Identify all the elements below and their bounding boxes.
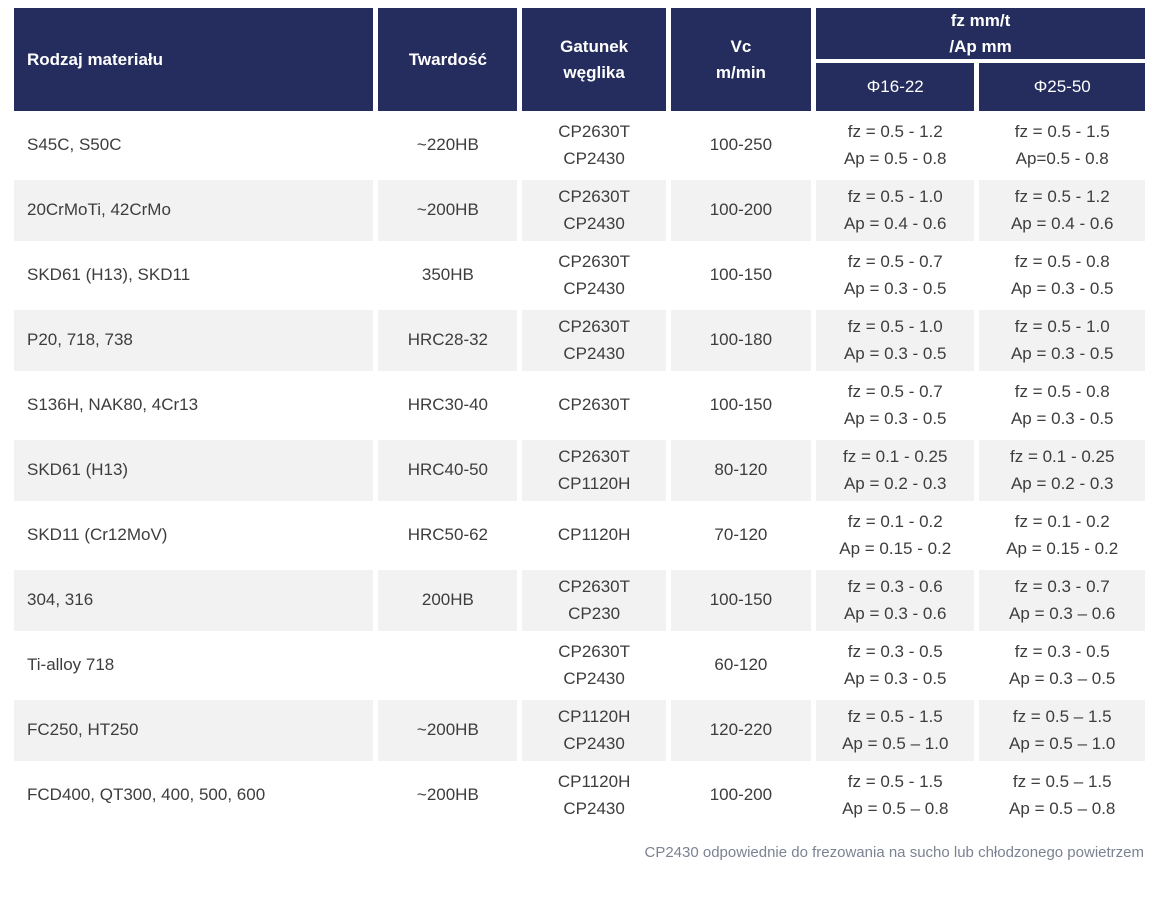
table-row: Ti-alloy 718 CP2630T CP2430 60-120 fz = … bbox=[14, 635, 1145, 696]
fz-ap-16-22-cell: fz = 0.5 - 1.2 Ap = 0.5 - 0.8 bbox=[816, 115, 975, 176]
carbide-grade-cell: CP2630T bbox=[522, 375, 666, 436]
header-vc: Vc m/min bbox=[670, 8, 812, 111]
vc-cell: 100-200 bbox=[670, 765, 812, 826]
vc-cell: 70-120 bbox=[670, 505, 812, 566]
table-body: S45C, S50C ~220HB CP2630T CP2430 100-250… bbox=[14, 115, 1145, 826]
fz-ap-25-50-cell: fz = 0.3 - 0.7 Ap = 0.3 – 0.6 bbox=[979, 570, 1145, 631]
vc-cell: 100-180 bbox=[670, 310, 812, 371]
fz-ap-16-22-cell: fz = 0.3 - 0.5 Ap = 0.3 - 0.5 bbox=[816, 635, 975, 696]
fz-ap-16-22-cell: fz = 0.5 - 1.5 Ap = 0.5 – 0.8 bbox=[816, 765, 975, 826]
carbide-grade-cell: CP2630T CP2430 bbox=[522, 310, 666, 371]
fz-ap-25-50-cell: fz = 0.5 – 1.5 Ap = 0.5 – 0.8 bbox=[979, 765, 1145, 826]
vc-cell: 100-150 bbox=[670, 570, 812, 631]
table-row: 304, 316 200HB CP2630T CP230 100-150 fz … bbox=[14, 570, 1145, 631]
fz-ap-16-22-cell: fz = 0.1 - 0.25 Ap = 0.2 - 0.3 bbox=[816, 440, 975, 501]
material-cell: SKD61 (H13) bbox=[14, 440, 374, 501]
vc-cell: 100-150 bbox=[670, 245, 812, 306]
fz-ap-25-50-cell: fz = 0.5 - 0.8 Ap = 0.3 - 0.5 bbox=[979, 375, 1145, 436]
table-row: FC250, HT250 ~200HB CP1120H CP2430 120-2… bbox=[14, 700, 1145, 761]
hardness-cell: ~220HB bbox=[378, 115, 518, 176]
carbide-grade-cell: CP1120H CP2430 bbox=[522, 765, 666, 826]
header-diameter-16-22: Φ16-22 bbox=[816, 63, 975, 111]
table-header: Rodzaj materiału Twardość Gatunek węglik… bbox=[14, 8, 1145, 111]
material-cell: FC250, HT250 bbox=[14, 700, 374, 761]
header-carbide-grade: Gatunek węglika bbox=[522, 8, 666, 111]
footnote: CP2430 odpowiednie do frezowania na such… bbox=[644, 844, 1145, 861]
fz-ap-16-22-cell: fz = 0.5 - 1.0 Ap = 0.4 - 0.6 bbox=[816, 180, 975, 241]
hardness-cell: 200HB bbox=[378, 570, 518, 631]
fz-ap-16-22-cell: fz = 0.5 - 0.7 Ap = 0.3 - 0.5 bbox=[816, 245, 975, 306]
fz-ap-16-22-cell: fz = 0.5 - 0.7 Ap = 0.3 - 0.5 bbox=[816, 375, 975, 436]
fz-ap-25-50-cell: fz = 0.5 - 1.5 Ap=0.5 - 0.8 bbox=[979, 115, 1145, 176]
hardness-cell: ~200HB bbox=[378, 700, 518, 761]
table-row: P20, 718, 738 HRC28-32 CP2630T CP2430 10… bbox=[14, 310, 1145, 371]
hardness-cell bbox=[378, 635, 518, 696]
fz-ap-25-50-cell: fz = 0.3 - 0.5 Ap = 0.3 – 0.5 bbox=[979, 635, 1145, 696]
table-row: S45C, S50C ~220HB CP2630T CP2430 100-250… bbox=[14, 115, 1145, 176]
carbide-grade-cell: CP2630T CP2430 bbox=[522, 115, 666, 176]
material-cell: 20CrMoTi, 42CrMo bbox=[14, 180, 374, 241]
fz-ap-16-22-cell: fz = 0.5 - 1.0 Ap = 0.3 - 0.5 bbox=[816, 310, 975, 371]
material-cell: SKD61 (H13), SKD11 bbox=[14, 245, 374, 306]
header-fz-ap-group: fz mm/t /Ap mm bbox=[816, 8, 1145, 59]
carbide-grade-cell: CP1120H CP2430 bbox=[522, 700, 666, 761]
table-row: FCD400, QT300, 400, 500, 600 ~200HB CP11… bbox=[14, 765, 1145, 826]
header-diameter-25-50: Φ25-50 bbox=[979, 63, 1145, 111]
fz-ap-25-50-cell: fz = 0.1 - 0.2 Ap = 0.15 - 0.2 bbox=[979, 505, 1145, 566]
hardness-cell: HRC50-62 bbox=[378, 505, 518, 566]
vc-cell: 60-120 bbox=[670, 635, 812, 696]
table-row: SKD61 (H13) HRC40-50 CP2630T CP1120H 80-… bbox=[14, 440, 1145, 501]
carbide-grade-cell: CP2630T CP2430 bbox=[522, 635, 666, 696]
hardness-cell: ~200HB bbox=[378, 180, 518, 241]
carbide-grade-cell: CP1120H bbox=[522, 505, 666, 566]
fz-ap-16-22-cell: fz = 0.3 - 0.6 Ap = 0.3 - 0.6 bbox=[816, 570, 975, 631]
vc-cell: 120-220 bbox=[670, 700, 812, 761]
hardness-cell: HRC30-40 bbox=[378, 375, 518, 436]
table-row: SKD11 (Cr12MoV) HRC50-62 CP1120H 70-120 … bbox=[14, 505, 1145, 566]
header-material: Rodzaj materiału bbox=[14, 8, 374, 111]
hardness-cell: 350HB bbox=[378, 245, 518, 306]
material-cell: P20, 718, 738 bbox=[14, 310, 374, 371]
hardness-cell: HRC40-50 bbox=[378, 440, 518, 501]
header-row-main: Rodzaj materiału Twardość Gatunek węglik… bbox=[14, 8, 1145, 111]
fz-ap-25-50-cell: fz = 0.5 - 1.0 Ap = 0.3 - 0.5 bbox=[979, 310, 1145, 371]
material-cell: S136H, NAK80, 4Cr13 bbox=[14, 375, 374, 436]
material-cell: Ti-alloy 718 bbox=[14, 635, 374, 696]
fz-ap-16-22-cell: fz = 0.5 - 1.5 Ap = 0.5 – 1.0 bbox=[816, 700, 975, 761]
material-cell: 304, 316 bbox=[14, 570, 374, 631]
material-cell: S45C, S50C bbox=[14, 115, 374, 176]
carbide-grade-cell: CP2630T CP2430 bbox=[522, 180, 666, 241]
vc-cell: 100-150 bbox=[670, 375, 812, 436]
material-cell: SKD11 (Cr12MoV) bbox=[14, 505, 374, 566]
table-row: 20CrMoTi, 42CrMo ~200HB CP2630T CP2430 1… bbox=[14, 180, 1145, 241]
fz-ap-16-22-cell: fz = 0.1 - 0.2 Ap = 0.15 - 0.2 bbox=[816, 505, 975, 566]
fz-ap-25-50-cell: fz = 0.1 - 0.25 Ap = 0.2 - 0.3 bbox=[979, 440, 1145, 501]
material-cell: FCD400, QT300, 400, 500, 600 bbox=[14, 765, 374, 826]
carbide-grade-cell: CP2630T CP2430 bbox=[522, 245, 666, 306]
fz-ap-25-50-cell: fz = 0.5 - 1.2 Ap = 0.4 - 0.6 bbox=[979, 180, 1145, 241]
table-row: S136H, NAK80, 4Cr13 HRC30-40 CP2630T 100… bbox=[14, 375, 1145, 436]
header-hardness: Twardość bbox=[378, 8, 518, 111]
table-container: Rodzaj materiału Twardość Gatunek węglik… bbox=[9, 4, 1150, 861]
carbide-grade-cell: CP2630T CP1120H bbox=[522, 440, 666, 501]
carbide-grade-cell: CP2630T CP230 bbox=[522, 570, 666, 631]
table-row: SKD61 (H13), SKD11 350HB CP2630T CP2430 … bbox=[14, 245, 1145, 306]
hardness-cell: HRC28-32 bbox=[378, 310, 518, 371]
header-row-sub: Φ16-22 Φ25-50 bbox=[14, 63, 1145, 111]
vc-cell: 100-250 bbox=[670, 115, 812, 176]
cutting-parameters-table: Rodzaj materiału Twardość Gatunek węglik… bbox=[9, 4, 1150, 830]
hardness-cell: ~200HB bbox=[378, 765, 518, 826]
fz-ap-25-50-cell: fz = 0.5 - 0.8 Ap = 0.3 - 0.5 bbox=[979, 245, 1145, 306]
fz-ap-25-50-cell: fz = 0.5 – 1.5 Ap = 0.5 – 1.0 bbox=[979, 700, 1145, 761]
vc-cell: 100-200 bbox=[670, 180, 812, 241]
vc-cell: 80-120 bbox=[670, 440, 812, 501]
